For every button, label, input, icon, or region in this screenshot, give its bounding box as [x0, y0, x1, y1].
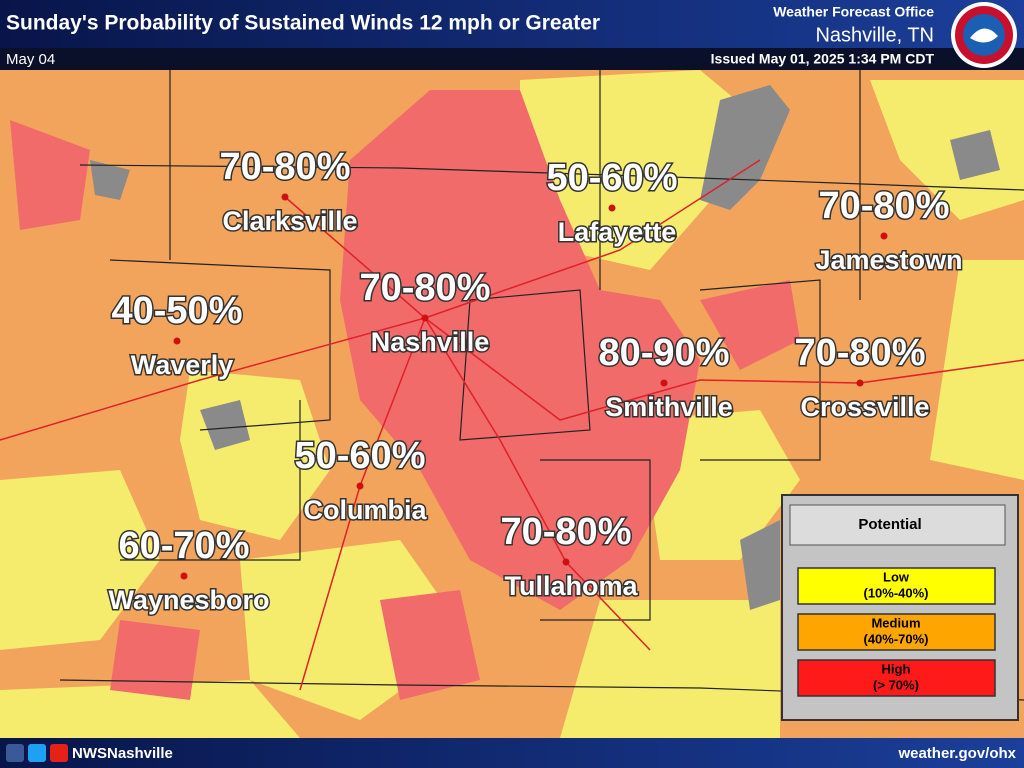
city-range: 50-60%: [547, 157, 678, 199]
legend-label: Medium: [871, 615, 920, 630]
social-icons: [6, 744, 68, 762]
city-dot: [281, 193, 289, 201]
city-range: 70-80%: [819, 185, 950, 227]
city-name: Columbia: [303, 495, 427, 525]
nws-logo: [951, 2, 1017, 68]
city-dot: [180, 572, 188, 580]
city-range: 70-80%: [220, 146, 351, 188]
legend-range: (10%-40%): [863, 585, 928, 600]
legend-swatch: [797, 567, 996, 605]
office: Weather Forecast Office: [773, 4, 934, 20]
legend-title: Potential: [858, 516, 921, 533]
date-bar: [0, 48, 1024, 70]
city-dot: [562, 558, 570, 566]
city-name: Lafayette: [558, 217, 677, 247]
city-range: 70-80%: [501, 511, 632, 553]
city-name: Tullahoma: [504, 571, 638, 601]
social-handle: NWSNashville: [72, 745, 173, 762]
issued: Issued May 01, 2025 1:34 PM CDT: [711, 51, 935, 67]
city-dot: [660, 379, 668, 387]
city-dot: [356, 482, 364, 490]
location: Nashville, TN: [815, 24, 934, 46]
legend-label: Low: [883, 569, 910, 584]
legend-swatch: [797, 613, 996, 651]
city-name: Nashville: [371, 327, 490, 357]
city-dot: [608, 204, 616, 212]
city-name: Smithville: [605, 392, 733, 422]
legend-label: High: [882, 661, 911, 676]
legend: Potential Low(10%-40%) Medium(40%-70%) Hig…: [781, 494, 1019, 721]
title: Sunday's Probability of Sustained Winds …: [6, 12, 600, 35]
header-bar: [0, 0, 1024, 48]
city-name: Clarksville: [222, 206, 357, 236]
website: weather.gov/ohx: [897, 745, 1016, 762]
legend-range: (> 70%): [873, 677, 919, 692]
city-range: 70-80%: [360, 267, 491, 309]
city-dot: [421, 314, 429, 322]
footer-bar: [0, 738, 1024, 768]
city-range: 50-60%: [295, 435, 426, 477]
legend-range: (40%-70%): [863, 631, 928, 646]
city-dot: [856, 379, 864, 387]
city-range: 60-70%: [119, 525, 250, 567]
city-name: Crossville: [800, 392, 929, 422]
city-range: 40-50%: [112, 290, 243, 332]
city-name: Waynesboro: [108, 585, 269, 615]
city-range: 70-80%: [795, 332, 926, 374]
map: [0, 70, 1024, 738]
city-dot: [173, 337, 181, 345]
city-labels: 70-80% Clarksville 50-60% Lafayette 70-80% Ja…: [107, 145, 964, 617]
city-range: 80-90%: [599, 332, 730, 374]
legend-swatch: [797, 659, 996, 697]
city-name: Jamestown: [815, 245, 962, 275]
date: May 04: [6, 51, 55, 68]
city-name: Waverly: [131, 350, 234, 380]
city-dot: [880, 232, 888, 240]
